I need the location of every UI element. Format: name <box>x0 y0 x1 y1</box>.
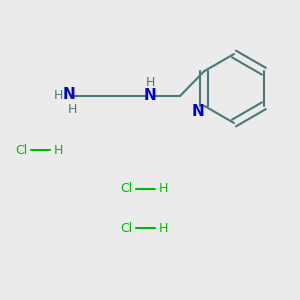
Text: H: H <box>159 182 168 196</box>
Text: N: N <box>144 88 156 104</box>
Text: H: H <box>145 76 155 89</box>
Text: H: H <box>68 103 77 116</box>
Text: H: H <box>54 143 63 157</box>
Text: H: H <box>54 89 63 103</box>
Text: H: H <box>159 221 168 235</box>
Text: Cl: Cl <box>120 221 132 235</box>
Text: Cl: Cl <box>120 182 132 196</box>
Text: N: N <box>191 104 204 119</box>
Text: Cl: Cl <box>15 143 27 157</box>
Text: N: N <box>63 87 75 102</box>
